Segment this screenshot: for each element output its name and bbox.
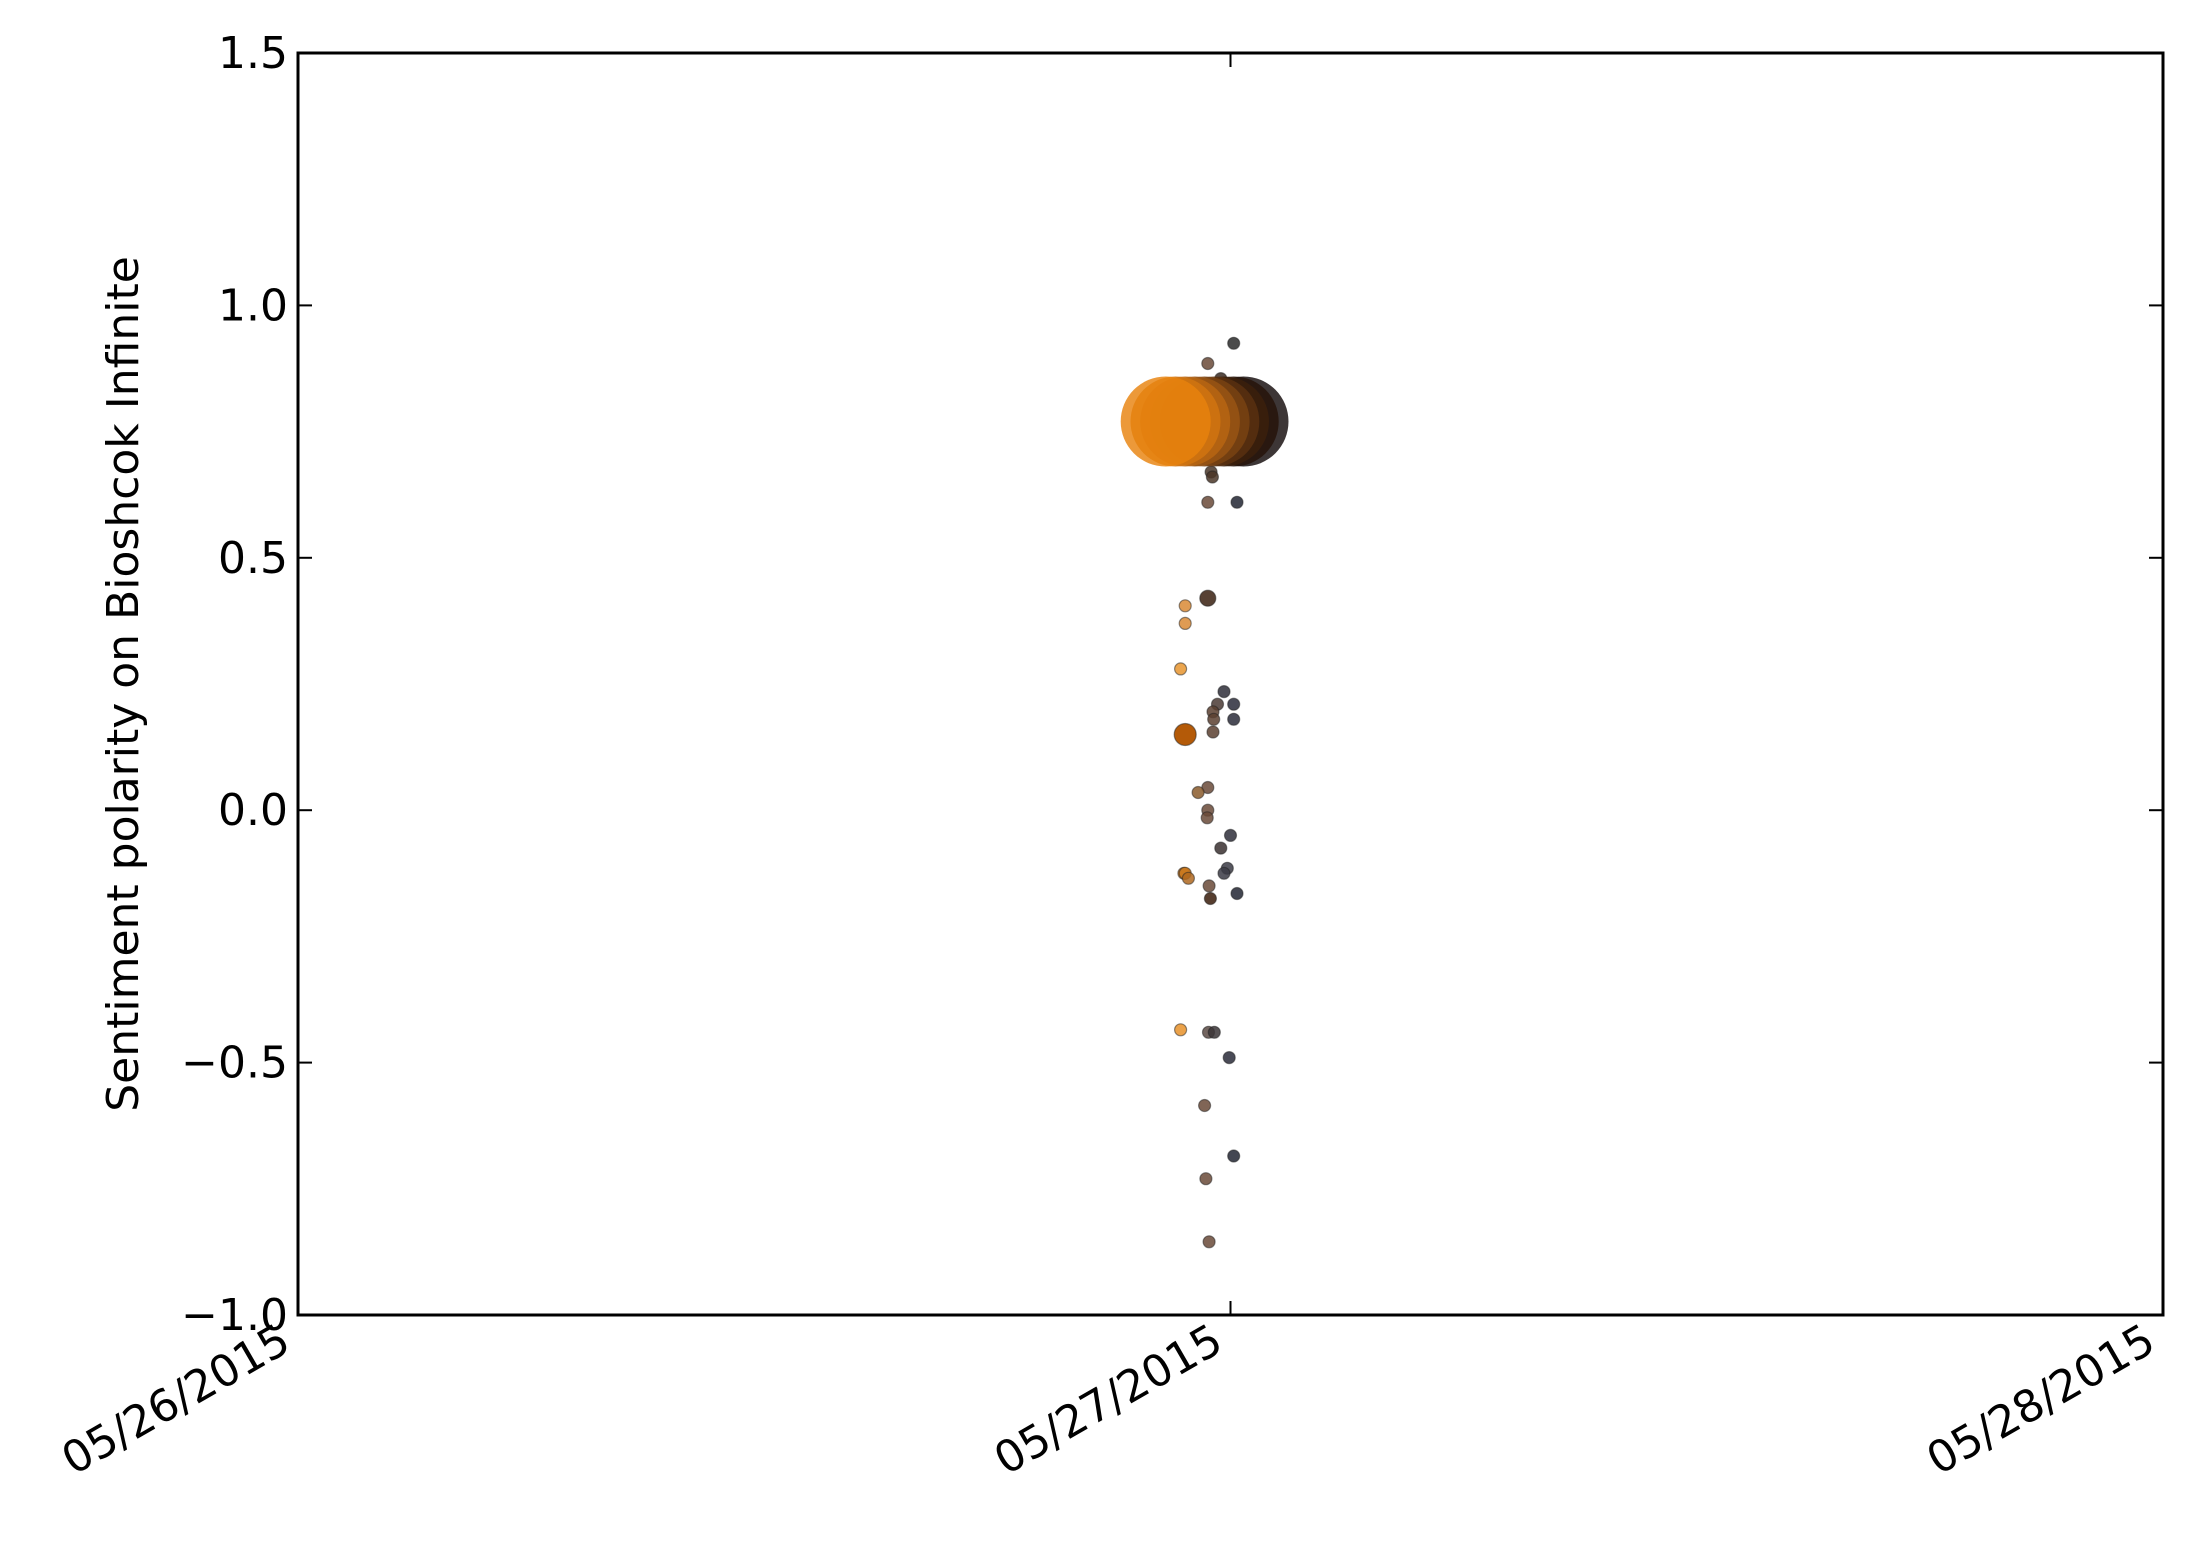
data-point <box>1207 1025 1221 1039</box>
data-point <box>1222 1050 1236 1065</box>
data-point <box>1178 599 1192 613</box>
data-point <box>1173 662 1188 676</box>
data-point <box>1202 1235 1216 1249</box>
y-tick-label: 1.0 <box>218 280 288 331</box>
y-tick-label: 0.5 <box>218 533 288 584</box>
y-tick-label: 1.5 <box>218 28 288 79</box>
data-point <box>1181 871 1196 885</box>
data-point <box>1227 697 1241 711</box>
data-point <box>1173 722 1197 747</box>
data-point <box>1199 1172 1213 1186</box>
data-point <box>1230 495 1244 509</box>
data-point <box>1201 356 1215 371</box>
y-tick-label: −1.0 <box>181 1290 288 1341</box>
data-point <box>1191 785 1205 800</box>
data-point <box>1214 841 1228 855</box>
data-point <box>1227 1149 1241 1163</box>
data-point <box>1230 886 1244 901</box>
data-point <box>1223 828 1238 843</box>
data-point <box>1217 684 1231 699</box>
y-axis-label: Sentiment polarity on Bioshcok Infinite <box>98 256 149 1112</box>
data-point <box>1205 470 1220 484</box>
data-point <box>1197 1098 1212 1113</box>
data-point <box>1178 616 1192 631</box>
data-point-large <box>1120 376 1211 467</box>
data-point <box>1227 712 1241 726</box>
data-point <box>1207 712 1221 726</box>
data-point <box>1173 1023 1188 1037</box>
data-point <box>1227 336 1241 350</box>
data-point <box>1200 811 1214 825</box>
data-point <box>1202 879 1216 893</box>
points-layer <box>1120 336 1289 1249</box>
data-point <box>1217 866 1231 880</box>
y-tick-label: 0.0 <box>218 785 288 836</box>
data-point <box>1206 725 1220 739</box>
data-point <box>1201 495 1215 509</box>
data-point <box>1203 891 1218 906</box>
data-point <box>1199 589 1217 607</box>
y-tick-label: −0.5 <box>181 1038 288 1089</box>
